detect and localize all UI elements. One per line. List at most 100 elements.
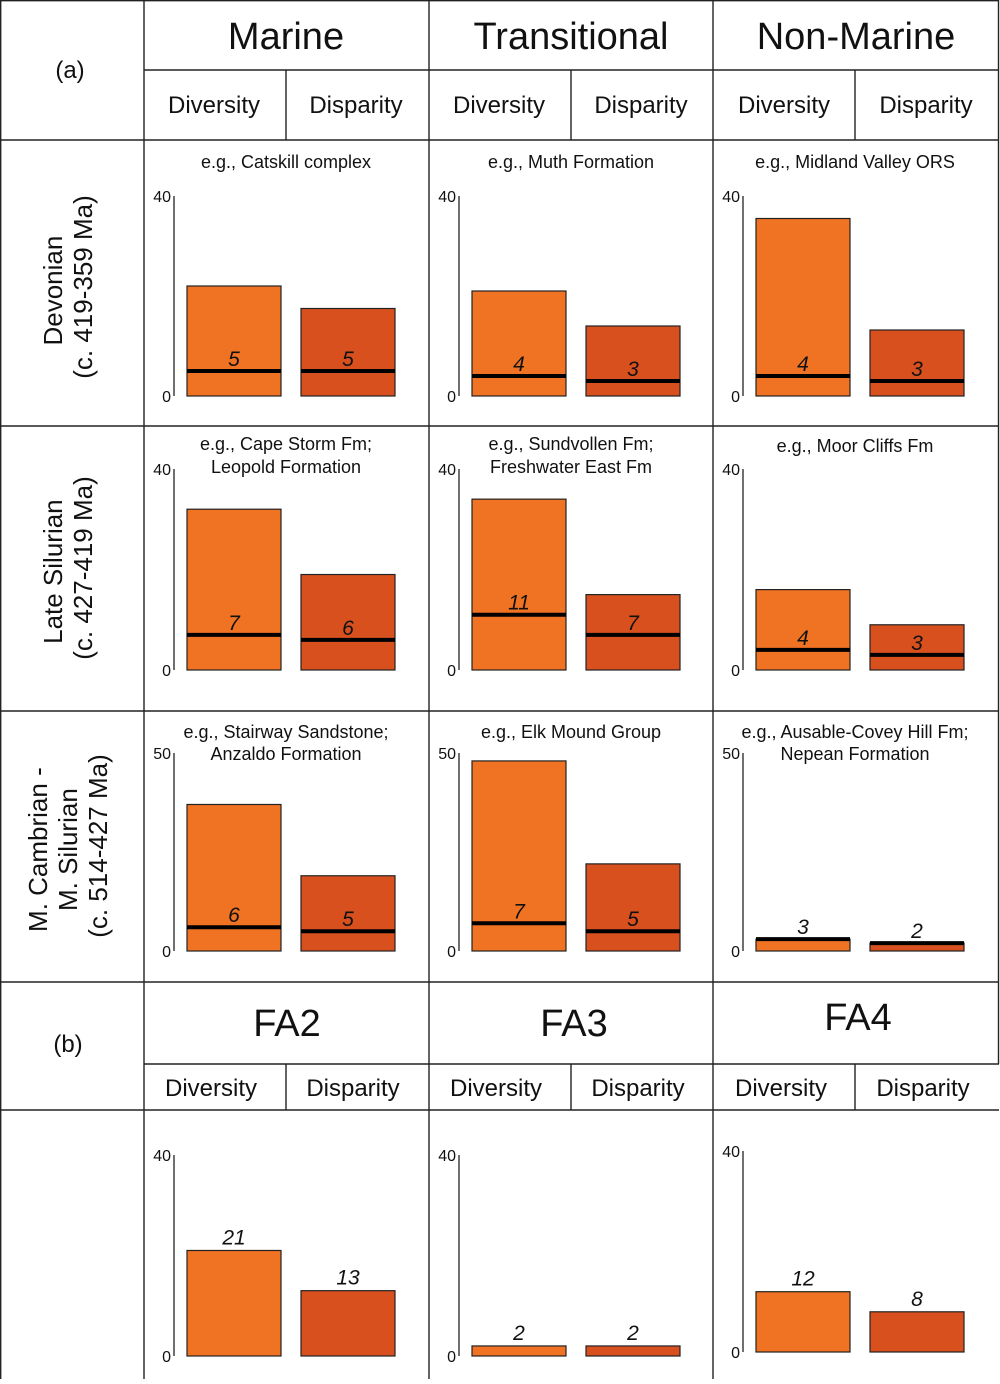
mean-value-label: 5 [342, 908, 354, 931]
mean-value-label: 3 [797, 916, 809, 939]
y-tick-label-max: 50 [438, 746, 456, 763]
bar-value-label: 21 [221, 1226, 245, 1249]
disparity-bar [300, 307, 396, 397]
y-tick-label-min: 0 [162, 944, 171, 961]
diversity-bar [186, 285, 282, 397]
example-formation-label: e.g., Midland Valley ORS [755, 152, 955, 172]
example-formation-label: Anzaldo Formation [210, 744, 361, 764]
subheader-diversity: Diversity [453, 92, 545, 119]
mean-value-label: 3 [911, 632, 923, 655]
subheader-disparity: Disparity [309, 92, 402, 119]
y-tick-label-max: 50 [722, 746, 740, 763]
disparity-bar [300, 573, 396, 671]
subheader-diversity: Diversity [738, 92, 830, 119]
row-label-late-silurian: Late Silurian (c. 427-419 Ma) [38, 476, 98, 660]
example-formation-label: Freshwater East Fm [490, 457, 652, 477]
y-tick-label-max: 40 [722, 462, 740, 479]
subheader-diversity: Diversity [450, 1075, 542, 1102]
y-tick-label-min: 0 [162, 663, 171, 680]
mean-value-label: 11 [508, 592, 530, 615]
y-tick-label-max: 40 [438, 462, 456, 479]
y-tick-label-min: 0 [731, 389, 740, 406]
y-tick-label-max: 40 [722, 1144, 740, 1161]
y-tick-label-max: 40 [438, 189, 456, 206]
disparity-bar [585, 863, 681, 952]
example-formation-label: e.g., Cape Storm Fm; [200, 434, 372, 454]
example-formation-label: e.g., Muth Formation [488, 152, 654, 172]
diversity-bar [471, 1345, 567, 1357]
mean-value-label: 6 [342, 617, 354, 640]
y-tick-label-max: 40 [438, 1148, 456, 1165]
example-formation-label: e.g., Stairway Sandstone; [183, 722, 388, 742]
column-header-fa2: FA2 [253, 1003, 321, 1045]
disparity-bar [869, 1311, 965, 1353]
diversity-bar [755, 588, 851, 671]
column-header-transitional: Transitional [473, 16, 668, 58]
mean-value-label: 4 [797, 627, 809, 650]
row-label-cambrian-silurian: M. Cambrian - M. Silurian (c. 514-427 Ma… [23, 754, 113, 938]
disparity-bar [869, 329, 965, 397]
bar-value-label: 2 [626, 1322, 639, 1345]
subheader-disparity: Disparity [591, 1075, 684, 1102]
example-formation-label: e.g., Catskill complex [201, 152, 371, 172]
y-tick-label-max: 50 [153, 746, 171, 763]
diversity-bar [471, 760, 567, 952]
subheader-disparity: Disparity [306, 1075, 399, 1102]
disparity-bar [585, 1345, 681, 1357]
y-tick-label-min: 0 [162, 1349, 171, 1366]
diversity-bar [755, 1291, 851, 1353]
mean-value-label: 7 [228, 612, 241, 635]
mean-value-label: 4 [513, 353, 525, 376]
disparity-bar [585, 594, 681, 671]
example-formation-label: e.g., Ausable-Covey Hill Fm; [741, 722, 968, 742]
section-b-label: (b) [53, 1031, 82, 1058]
diversity-bar [186, 508, 282, 671]
subheader-disparity: Disparity [594, 92, 687, 119]
mean-value-label: 7 [513, 900, 526, 923]
y-tick-label-max: 40 [722, 189, 740, 206]
subheader-diversity: Diversity [168, 92, 260, 119]
y-tick-label-min: 0 [447, 1349, 456, 1366]
diversity-bar [755, 217, 851, 397]
y-tick-label-min: 0 [731, 1345, 740, 1362]
bar-value-label: 13 [336, 1267, 360, 1290]
bar-value-label: 2 [512, 1322, 525, 1345]
mean-value-label: 7 [627, 612, 640, 635]
column-header-non-marine: Non-Marine [757, 16, 956, 58]
subheader-disparity: Disparity [879, 92, 972, 119]
y-tick-label-max: 40 [153, 1148, 171, 1165]
example-formation-label: Nepean Formation [780, 744, 929, 764]
diversity-bar [471, 498, 567, 671]
column-header-fa3: FA3 [540, 1003, 608, 1045]
mean-value-label: 5 [228, 348, 240, 371]
diversity-bar [186, 1249, 282, 1357]
column-header-marine: Marine [228, 16, 344, 58]
column-header-fa4: FA4 [824, 997, 892, 1039]
example-formation-label: e.g., Sundvollen Fm; [488, 434, 653, 454]
section-a-label: (a) [55, 57, 84, 84]
y-tick-label-min: 0 [162, 389, 171, 406]
disparity-bar [300, 1290, 396, 1357]
mean-value-label: 3 [911, 358, 923, 381]
diversity-bar [471, 290, 567, 397]
mean-value-label: 6 [228, 904, 240, 927]
y-tick-label-min: 0 [447, 944, 456, 961]
example-formation-label: e.g., Elk Mound Group [481, 722, 661, 742]
row-label-devonian: Devonian (c. 419-359 Ma) [38, 195, 98, 379]
disparity-bar [869, 624, 965, 671]
y-tick-label-min: 0 [447, 389, 456, 406]
mean-value-label: 2 [910, 920, 923, 943]
y-tick-label-min: 0 [731, 944, 740, 961]
bar-value-label: 8 [911, 1288, 923, 1311]
example-formation-label: e.g., Moor Cliffs Fm [777, 436, 934, 456]
y-tick-label-min: 0 [731, 663, 740, 680]
mean-value-label: 3 [627, 358, 639, 381]
disparity-bar [300, 875, 396, 952]
example-formation-label: Leopold Formation [211, 457, 361, 477]
subheader-diversity: Diversity [735, 1075, 827, 1102]
disparity-bar [585, 325, 681, 397]
